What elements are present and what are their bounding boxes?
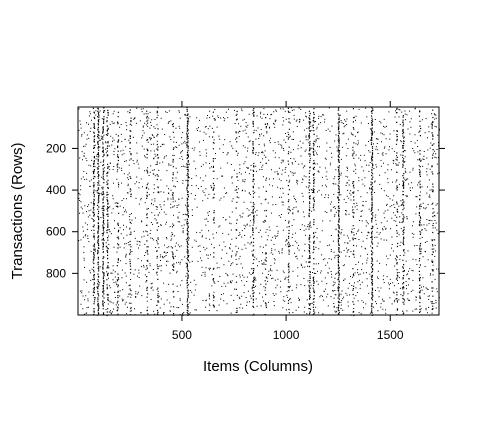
y-tick-label: 200	[46, 141, 66, 155]
y-tick-label: 400	[46, 183, 66, 197]
y-tick-label: 800	[46, 266, 66, 280]
data-cell-marks	[78, 107, 440, 317]
x-tick-label: 1000	[273, 328, 300, 342]
y-axis-title: Transactions (Rows)	[9, 143, 26, 280]
data-cells	[78, 107, 440, 317]
x-axis-title: Items (Columns)	[203, 358, 313, 375]
y-tick-label: 600	[46, 225, 66, 239]
axis-ticks: 500 1000 1500 200 400 600 800	[46, 101, 445, 342]
x-tick-label: 1500	[377, 328, 404, 342]
plot-frame	[77, 106, 440, 316]
x-tick-label: 500	[172, 328, 192, 342]
